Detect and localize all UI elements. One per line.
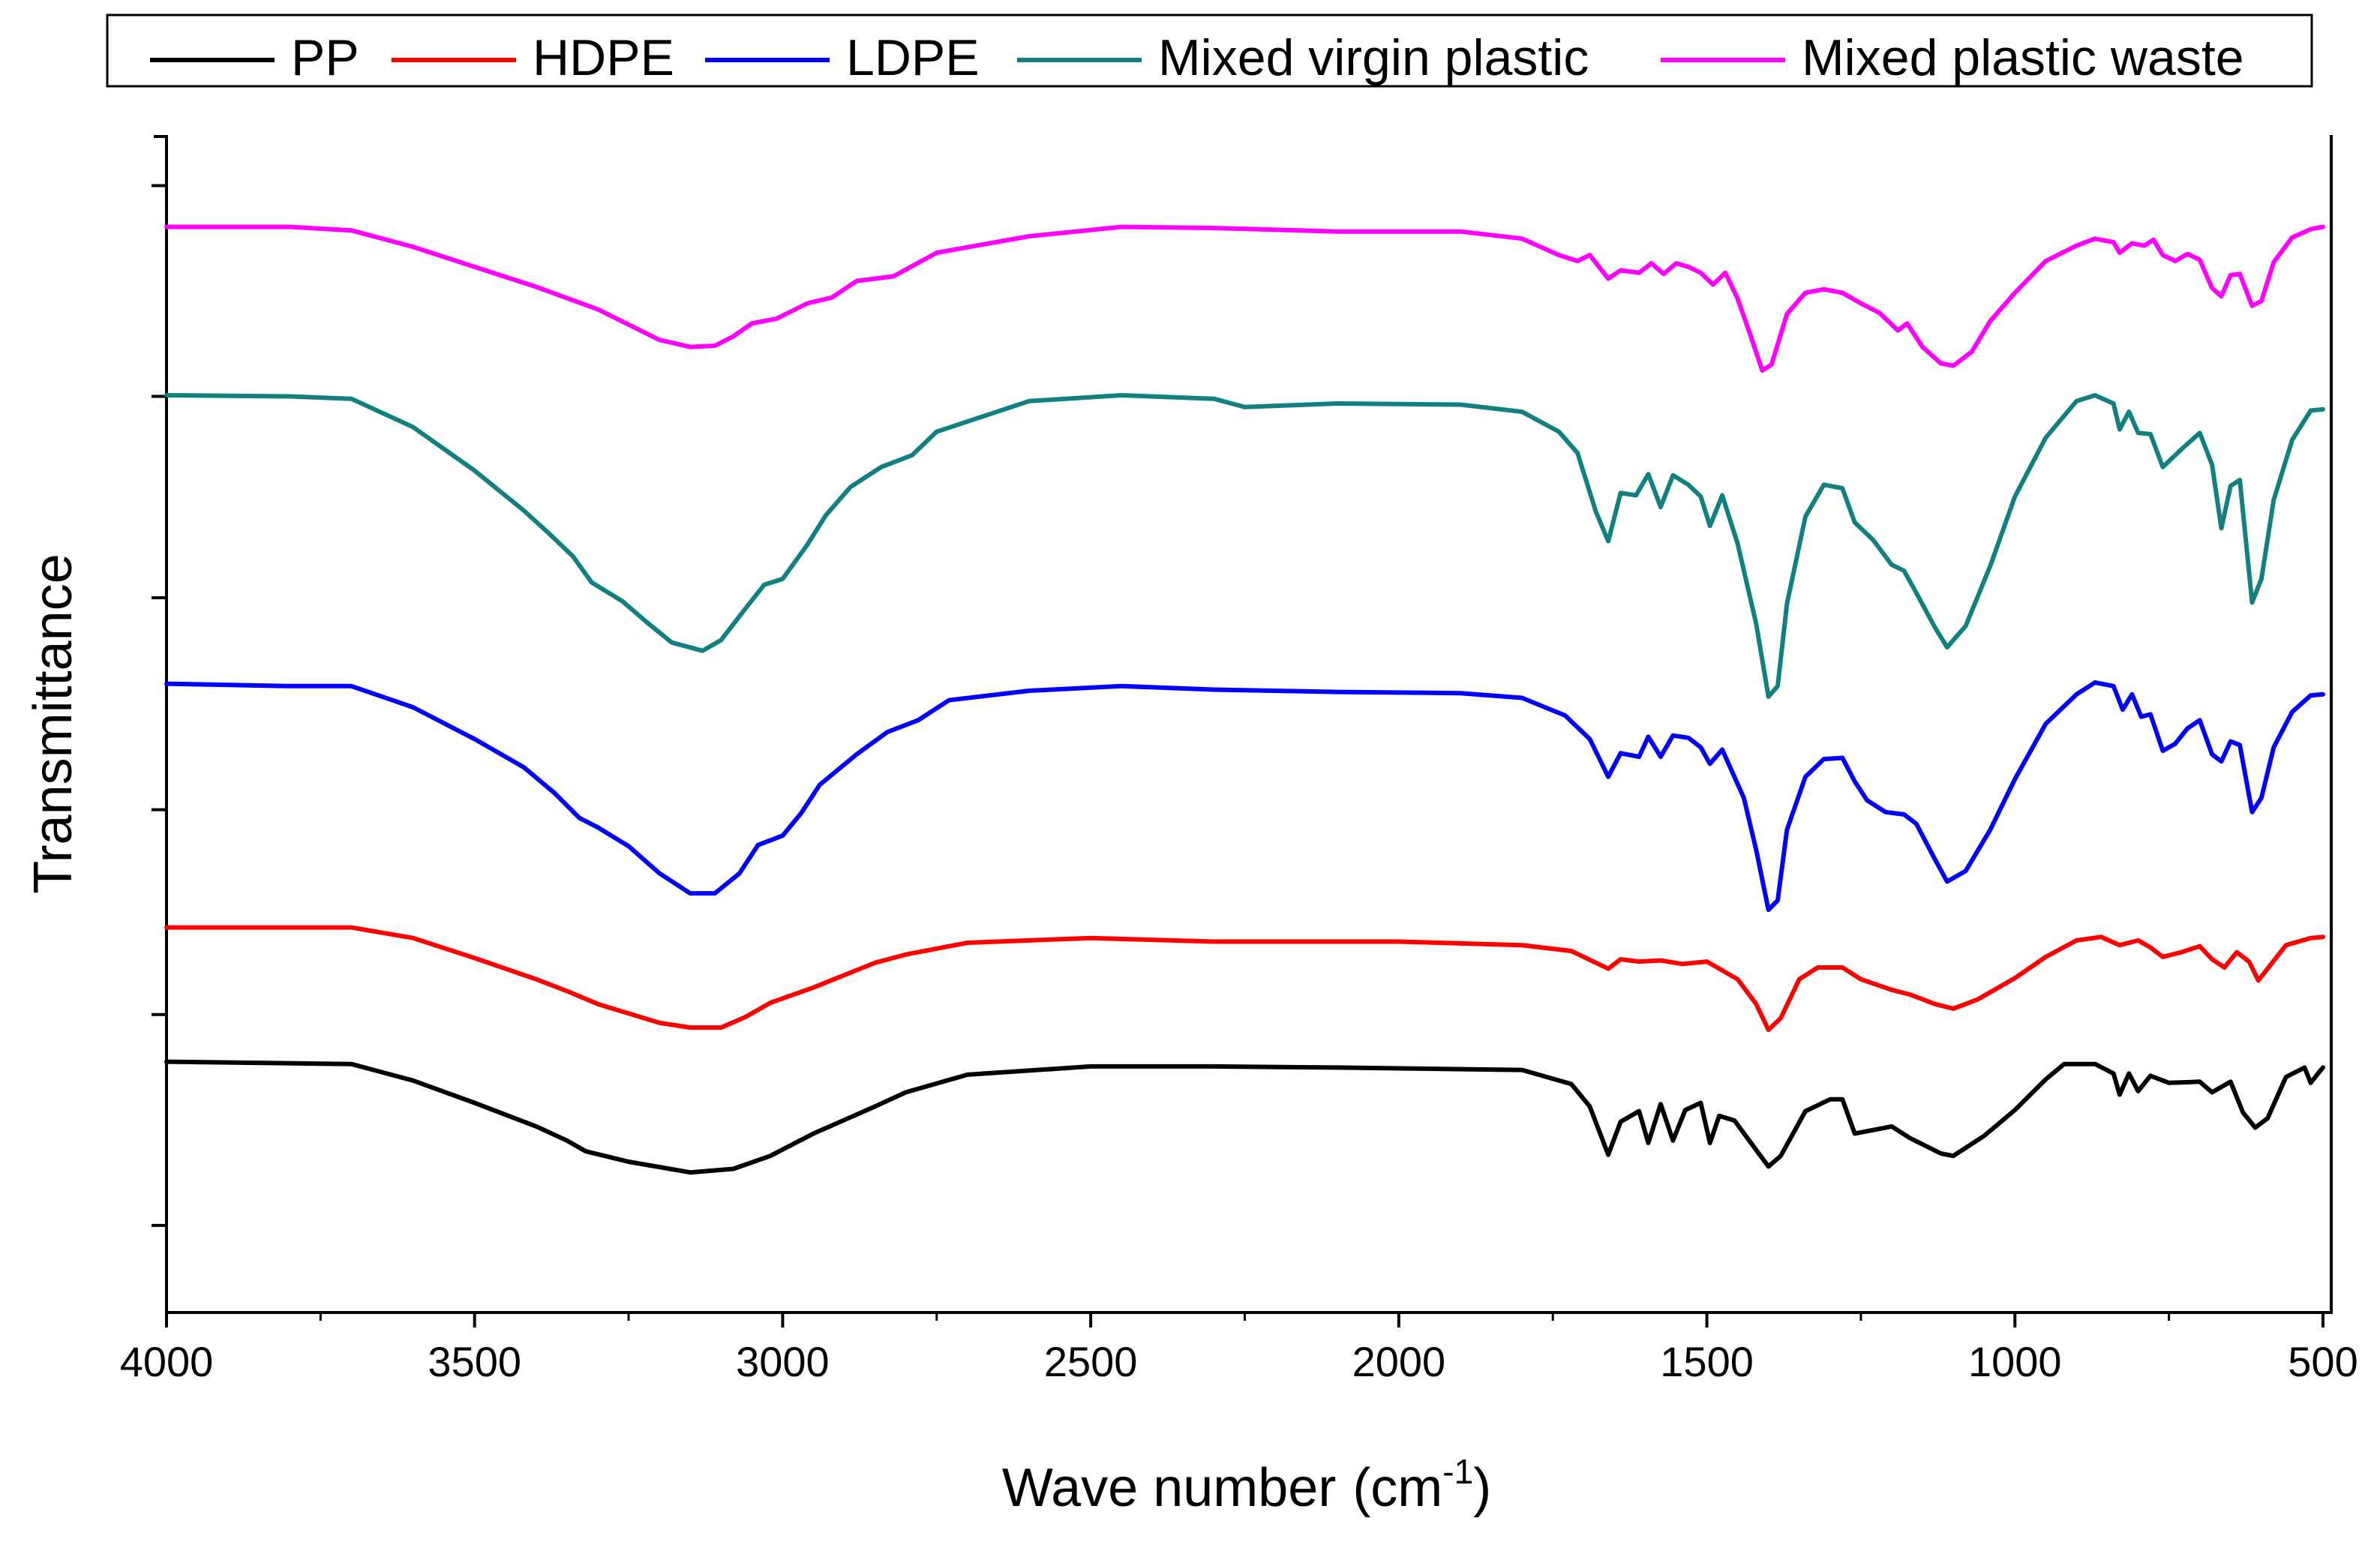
legend-box — [106, 14, 2313, 88]
x-tick-label-1000: 1000 — [1968, 1338, 2062, 1385]
legend-label-hdpe: HDPE — [533, 29, 674, 86]
legend: PP HDPE LDPE Mixed virgin plastic Mixed … — [106, 14, 2313, 88]
x-tick-label-4000: 4000 — [120, 1338, 214, 1385]
series-line-mixed-virgin-plastic — [164, 393, 2325, 699]
series-line-pp — [164, 1059, 2325, 1175]
x-axis-unit-exponent: -1 — [1442, 1452, 1473, 1491]
legend-label-ldpe: LDPE — [846, 29, 980, 86]
x-tick-label-3500: 3500 — [428, 1338, 521, 1385]
legend-label-mixed-waste: Mixed plastic waste — [1802, 29, 2244, 86]
axes — [154, 135, 2333, 1314]
y-axis-title: Transmittance — [23, 554, 83, 893]
legend-label-pp: PP — [291, 29, 359, 86]
x-axis-title-main: Wave number — [1002, 1458, 1337, 1518]
series-line-hdpe — [164, 925, 2325, 1033]
x-axis-title: Wave number (cm-1) — [1002, 1452, 1491, 1518]
series-line-ldpe — [164, 680, 2325, 913]
legend-label-mixed-virgin: Mixed virgin plastic — [1158, 29, 1589, 86]
x-tick-label-2000: 2000 — [1352, 1338, 1446, 1385]
x-tick-label-1500: 1500 — [1660, 1338, 1754, 1385]
series-line-mixed-plastic-waste — [164, 224, 2325, 373]
x-ticks: 4000 3500 3000 2500 2000 1500 1000 500 — [120, 1312, 2358, 1385]
x-axis-unit-close: ) — [1473, 1458, 1491, 1518]
x-tick-label-500: 500 — [2288, 1338, 2357, 1385]
x-axis-unit-base: (cm — [1352, 1458, 1442, 1518]
x-tick-label-3000: 3000 — [736, 1338, 830, 1385]
x-tick-label-2500: 2500 — [1044, 1338, 1138, 1385]
y-ticks — [152, 184, 167, 1227]
series-lines — [164, 224, 2325, 1175]
